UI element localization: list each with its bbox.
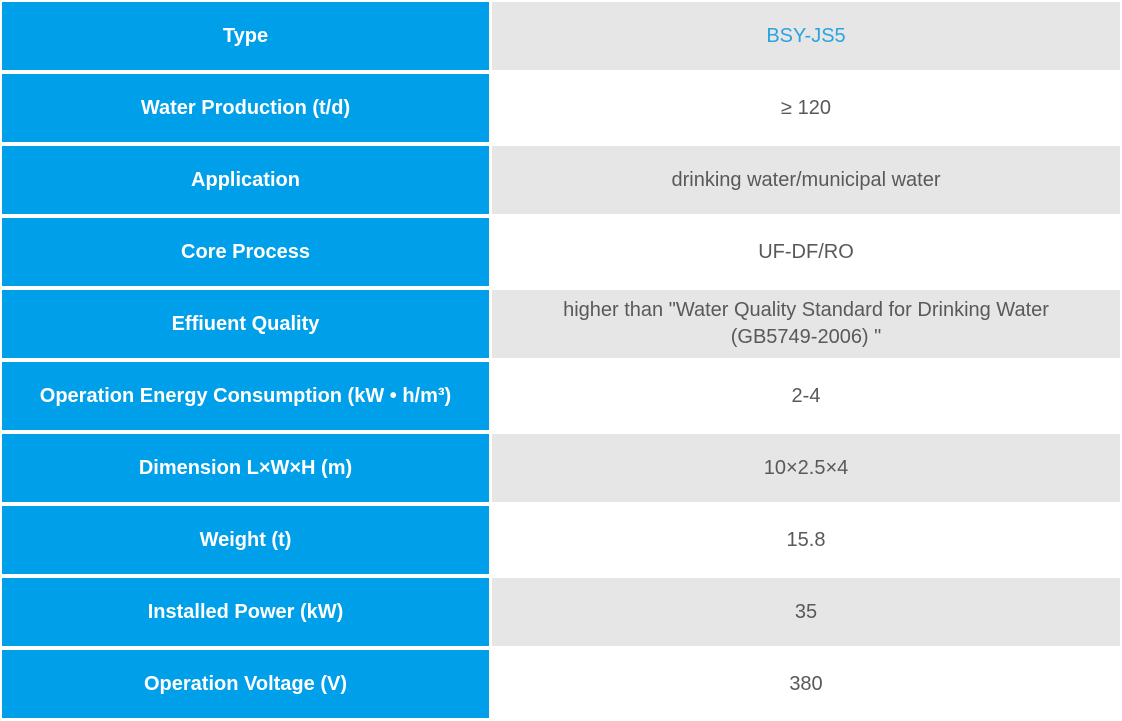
spec-label-installed-power: Installed Power (kW) [2,578,489,646]
spec-value-installed-power: 35 [492,578,1120,646]
spec-label-weight: Weight (t) [2,506,489,574]
spec-row-water-production: Water Production (t/d) ≥ 120 [0,74,1122,142]
spec-value-weight: 15.8 [492,506,1120,574]
spec-value-water-production: ≥ 120 [492,74,1120,142]
spec-value-energy-consumption: 2-4 [492,362,1120,430]
spec-label-application: Application [2,146,489,214]
spec-value-type: BSY-JS5 [492,2,1120,70]
spec-label-water-production: Water Production (t/d) [2,74,489,142]
spec-label-effluent-quality: Effiuent Quality [2,290,489,358]
spec-row-operation-voltage: Operation Voltage (V) 380 [0,650,1122,718]
spec-label-operation-voltage: Operation Voltage (V) [2,650,489,718]
spec-value-dimension: 10×2.5×4 [492,434,1120,502]
spec-row-effluent-quality: Effiuent Quality higher than "Water Qual… [0,290,1122,358]
spec-row-weight: Weight (t) 15.8 [0,506,1122,574]
spec-label-dimension: Dimension L×W×H (m) [2,434,489,502]
spec-label-type: Type [2,2,489,70]
spec-label-energy-consumption: Operation Energy Consumption (kW • h/m³) [2,362,489,430]
spec-value-operation-voltage: 380 [492,650,1120,718]
spec-row-dimension: Dimension L×W×H (m) 10×2.5×4 [0,434,1122,502]
spec-row-installed-power: Installed Power (kW) 35 [0,578,1122,646]
spec-row-type: Type BSY-JS5 [0,2,1122,70]
spec-row-energy-consumption: Operation Energy Consumption (kW • h/m³)… [0,362,1122,430]
spec-label-core-process: Core Process [2,218,489,286]
spec-row-application: Application drinking water/municipal wat… [0,146,1122,214]
spec-value-effluent-quality: higher than "Water Quality Standard for … [492,290,1120,358]
spec-value-application: drinking water/municipal water [492,146,1120,214]
spec-value-core-process: UF-DF/RO [492,218,1120,286]
spec-row-core-process: Core Process UF-DF/RO [0,218,1122,286]
